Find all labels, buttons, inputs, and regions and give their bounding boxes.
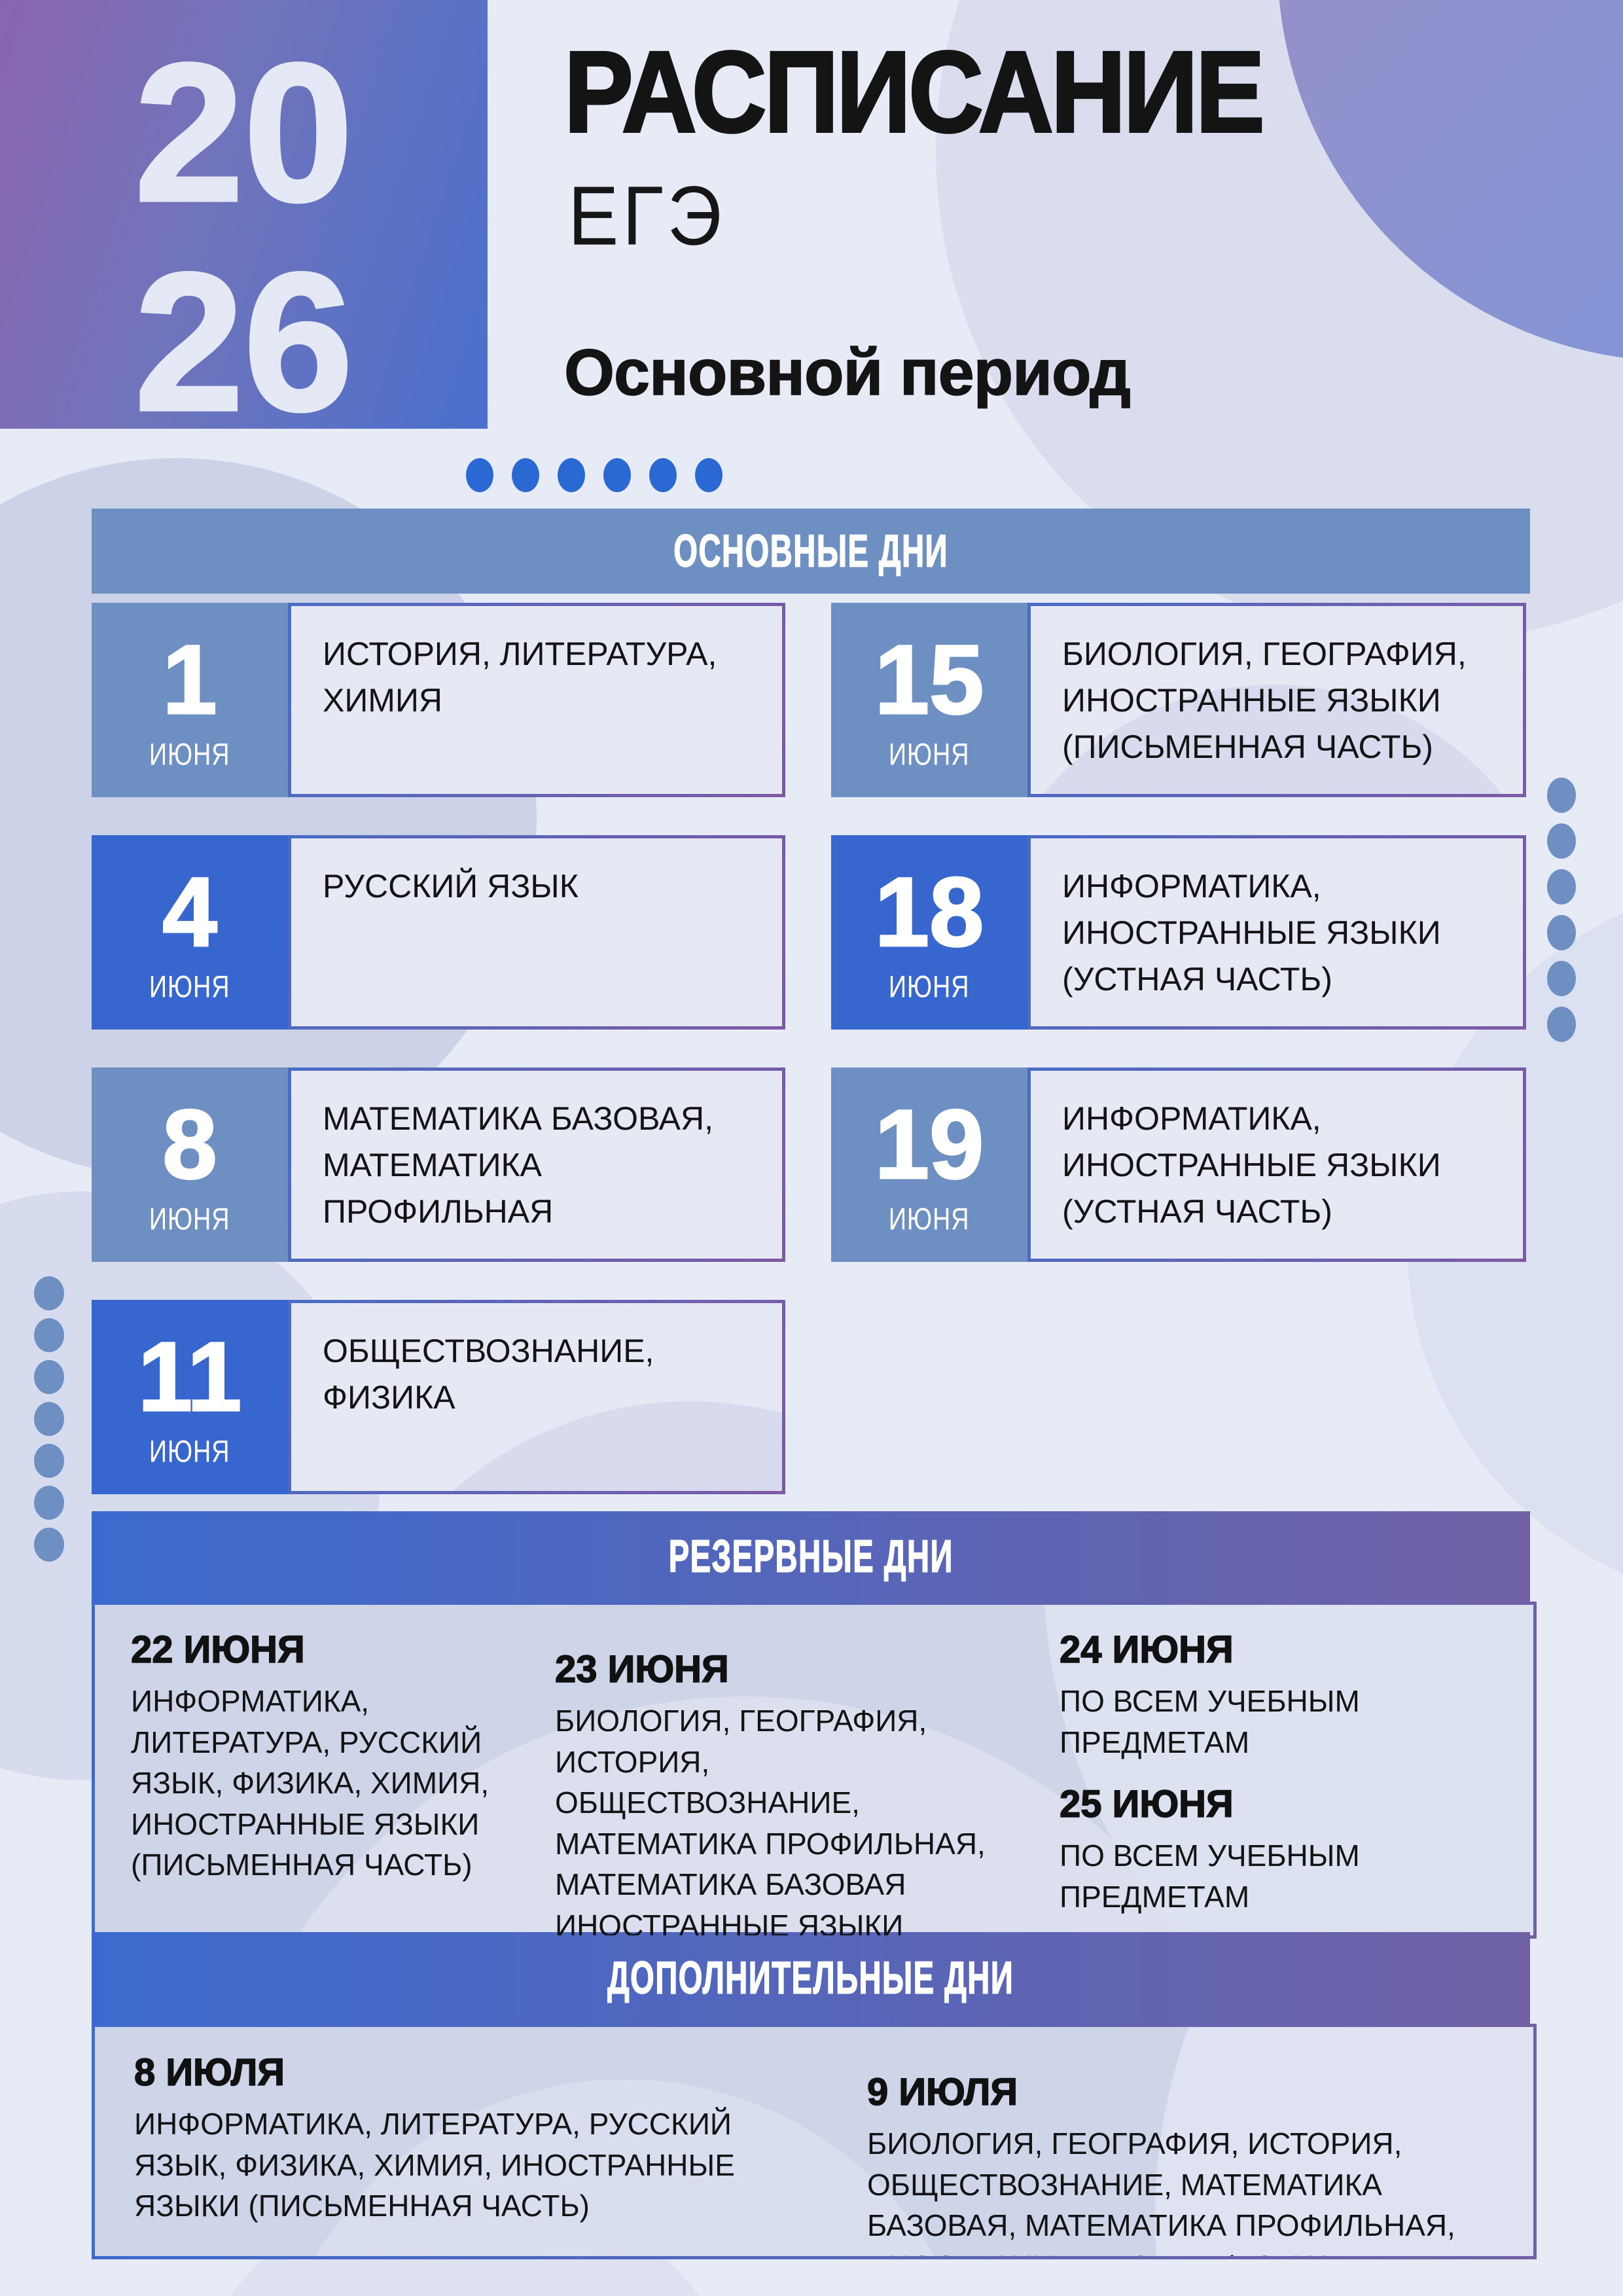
dot-icon [34,1360,64,1394]
reserve-subjects: ПО ВСЕМ УЧЕБНЫМ ПРЕДМЕТАМ [1060,1684,1360,1759]
month-label: ИЮНЯ [149,969,230,1004]
day-number: 8 [162,1088,218,1199]
subjects-box: ИНФОРМАТИКА, ИНОСТРАННЫЕ ЯЗЫКИ (УСТНАЯ Ч… [1027,1067,1526,1262]
dot-icon [34,1528,64,1562]
dot-icon [34,1402,64,1436]
decorative-dots-row [466,458,722,492]
subjects-text: БИОЛОГИЯ, ГЕОГРАФИЯ, ИНОСТРАННЫЕ ЯЗЫКИ (… [1062,636,1467,765]
dot-icon [1547,823,1576,859]
month-label: ИЮНЯ [889,736,970,772]
subjects-text: МАТЕМАТИКА БАЗОВАЯ, МАТЕМАТИКА ПРОФИЛЬНА… [323,1100,713,1230]
day-number: 1 [162,624,218,734]
day-number: 18 [874,856,985,967]
section-title: ОСНОВНЫЕ ДНИ [673,526,948,577]
reserve-days-panel: 22 ИЮНЯ ИНФОРМАТИКА, ЛИТЕРАТУРА, РУССКИЙ… [92,1602,1537,1939]
exam-day-card: 11 ИЮНЯ ОБЩЕСТВОЗНАНИЕ, ФИЗИКА [92,1300,785,1494]
subjects-text: ИНФОРМАТИКА, ИНОСТРАННЫЕ ЯЗЫКИ (УСТНАЯ Ч… [1062,1100,1441,1230]
subjects-box: ИНФОРМАТИКА, ИНОСТРАННЫЕ ЯЗЫКИ (УСТНАЯ Ч… [1027,835,1526,1030]
page-subtitle: ЕГЭ [568,169,726,262]
dot-icon [695,458,722,492]
dot-icon [512,458,539,492]
date-block: 1 ИЮНЯ [92,603,288,797]
subjects-box: ОБЩЕСТВОЗНАНИЕ, ФИЗИКА [288,1300,785,1494]
day-number: 15 [874,624,985,734]
additional-day-item: 8 ИЮЛЯ ИНФОРМАТИКА, ЛИТЕРАТУРА, РУССКИЙ … [134,2051,776,2227]
reserve-date: 25 ИЮНЯ [1059,1782,1234,1826]
date-block: 18 ИЮНЯ [831,835,1027,1030]
reserve-day-column: 24 ИЮНЯ ПО ВСЕМ УЧЕБНЫМ ПРЕДМЕТАМ 25 ИЮН… [1059,1628,1491,1917]
reserve-subjects: ПО ВСЕМ УЧЕБНЫМ ПРЕДМЕТАМ [1060,1839,1360,1914]
additional-day-item: 9 ИЮЛЯ БИОЛОГИЯ, ГЕОГРАФИЯ, ИСТОРИЯ, ОБЩ… [866,2070,1456,2256]
section-title: РЕЗЕРВНЫЕ ДНИ [668,1531,954,1583]
page-title: РАСПИСАНИЕ [563,27,1266,158]
subjects-box: БИОЛОГИЯ, ГЕОГРАФИЯ, ИНОСТРАННЫЕ ЯЗЫКИ (… [1027,603,1526,797]
subjects-text: ИНФОРМАТИКА, ИНОСТРАННЫЕ ЯЗЫКИ (УСТНАЯ Ч… [1062,868,1441,997]
reserve-day-item: 24 ИЮНЯ ПО ВСЕМ УЧЕБНЫМ ПРЕДМЕТАМ [1059,1628,1491,1763]
decorative-bubble [1155,2027,1533,2256]
dot-icon [603,458,631,492]
section-banner-reserve-days: РЕЗЕРВНЫЕ ДНИ [92,1511,1530,1602]
dot-icon [1547,915,1576,950]
year-top: 20 [133,22,355,242]
year-bottom: 26 [133,232,355,452]
date-block: 11 ИЮНЯ [92,1300,288,1494]
subjects-text: ИСТОРИЯ, ЛИТЕРАТУРА, ХИМИЯ [323,636,717,719]
subjects-box: РУССКИЙ ЯЗЫК [288,835,785,1030]
exam-day-card: 4 ИЮНЯ РУССКИЙ ЯЗЫК [92,835,785,1030]
reserve-date: 22 ИЮНЯ [130,1628,305,1672]
subjects-text: ОБЩЕСТВОЗНАНИЕ, ФИЗИКА [323,1333,654,1416]
exam-day-card: 8 ИЮНЯ МАТЕМАТИКА БАЗОВАЯ, МАТЕМАТИКА ПР… [92,1067,785,1262]
dot-icon [34,1444,64,1478]
date-block: 4 ИЮНЯ [92,835,288,1030]
subjects-text: РУССКИЙ ЯЗЫК [323,868,579,905]
day-number: 4 [162,856,218,967]
exam-day-card: 15 ИЮНЯ БИОЛОГИЯ, ГЕОГРАФИЯ, ИНОСТРАННЫЕ… [831,603,1526,797]
decorative-dots-left [34,1276,64,1562]
reserve-day-item: 25 ИЮНЯ ПО ВСЕМ УЧЕБНЫМ ПРЕДМЕТАМ [1059,1782,1491,1917]
dot-icon [1547,961,1576,996]
period-title: Основной период [563,335,1132,409]
exam-day-card: 18 ИЮНЯ ИНФОРМАТИКА, ИНОСТРАННЫЕ ЯЗЫКИ (… [831,835,1526,1030]
subjects-box: МАТЕМАТИКА БАЗОВАЯ, МАТЕМАТИКА ПРОФИЛЬНА… [288,1067,785,1262]
month-label: ИЮНЯ [149,1433,230,1469]
dot-icon [1547,1007,1576,1042]
day-number: 11 [137,1321,243,1431]
section-banner-main-days: ОСНОВНЫЕ ДНИ [92,509,1530,594]
section-title: ДОПОЛНИТЕЛЬНЫЕ ДНИ [607,1952,1014,2004]
date-block: 15 ИЮНЯ [831,603,1027,797]
dot-icon [649,458,677,492]
dot-icon [466,458,493,492]
month-label: ИЮНЯ [149,1201,230,1236]
reserve-day-item: 22 ИЮНЯ ИНФОРМАТИКА, ЛИТЕРАТУРА, РУССКИЙ… [130,1628,510,1886]
decorative-dots-right [1547,778,1576,1042]
month-label: ИЮНЯ [149,736,230,772]
exam-day-card: 1 ИЮНЯ ИСТОРИЯ, ЛИТЕРАТУРА, ХИМИЯ [92,603,785,797]
dot-icon [1547,778,1576,813]
additional-days-panel: 8 ИЮЛЯ ИНФОРМАТИКА, ЛИТЕРАТУРА, РУССКИЙ … [92,2024,1537,2259]
reserve-date: 23 ИЮНЯ [554,1647,729,1691]
additional-subjects: БИОЛОГИЯ, ГЕОГРАФИЯ, ИСТОРИЯ, ОБЩЕСТВОЗН… [867,2126,1455,2256]
reserve-subjects: БИОЛОГИЯ, ГЕОГРАФИЯ, ИСТОРИЯ, ОБЩЕСТВОЗН… [555,1704,986,1939]
date-block: 8 ИЮНЯ [92,1067,288,1262]
dot-icon [34,1486,64,1520]
day-number: 19 [874,1088,985,1199]
dot-icon [558,458,585,492]
additional-date: 9 ИЮЛЯ [866,2070,1018,2114]
additional-date: 8 ИЮЛЯ [134,2051,285,2094]
month-label: ИЮНЯ [889,1201,970,1236]
dot-icon [34,1318,64,1352]
month-label: ИЮНЯ [889,969,970,1004]
reserve-subjects: ИНФОРМАТИКА, ЛИТЕРАТУРА, РУССКИЙ ЯЗЫК, Ф… [131,1684,490,1882]
dot-icon [1547,869,1576,905]
section-banner-additional-days: ДОПОЛНИТЕЛЬНЫЕ ДНИ [92,1932,1530,2024]
year-badge: 20 26 [0,0,488,442]
dot-icon [34,1276,64,1310]
reserve-date: 24 ИЮНЯ [1059,1628,1234,1672]
date-block: 19 ИЮНЯ [831,1067,1027,1262]
reserve-day-item: 23 ИЮНЯ БИОЛОГИЯ, ГЕОГРАФИЯ, ИСТОРИЯ, ОБ… [554,1647,1007,1939]
additional-subjects: ИНФОРМАТИКА, ЛИТЕРАТУРА, РУССКИЙ ЯЗЫК, Ф… [134,2107,735,2223]
exam-day-card: 19 ИЮНЯ ИНФОРМАТИКА, ИНОСТРАННЫЕ ЯЗЫКИ (… [831,1067,1526,1262]
subjects-box: ИСТОРИЯ, ЛИТЕРАТУРА, ХИМИЯ [288,603,785,797]
